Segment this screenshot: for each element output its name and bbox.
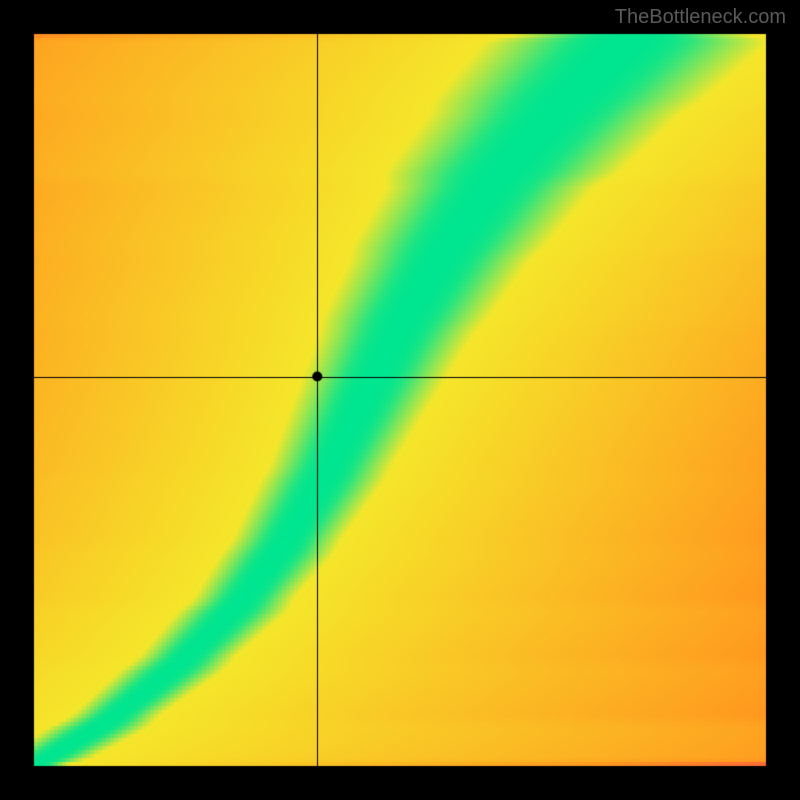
watermark-text: TheBottleneck.com xyxy=(615,6,786,29)
chart-container: TheBottleneck.com xyxy=(0,0,800,800)
bottleneck-heatmap xyxy=(0,0,800,800)
